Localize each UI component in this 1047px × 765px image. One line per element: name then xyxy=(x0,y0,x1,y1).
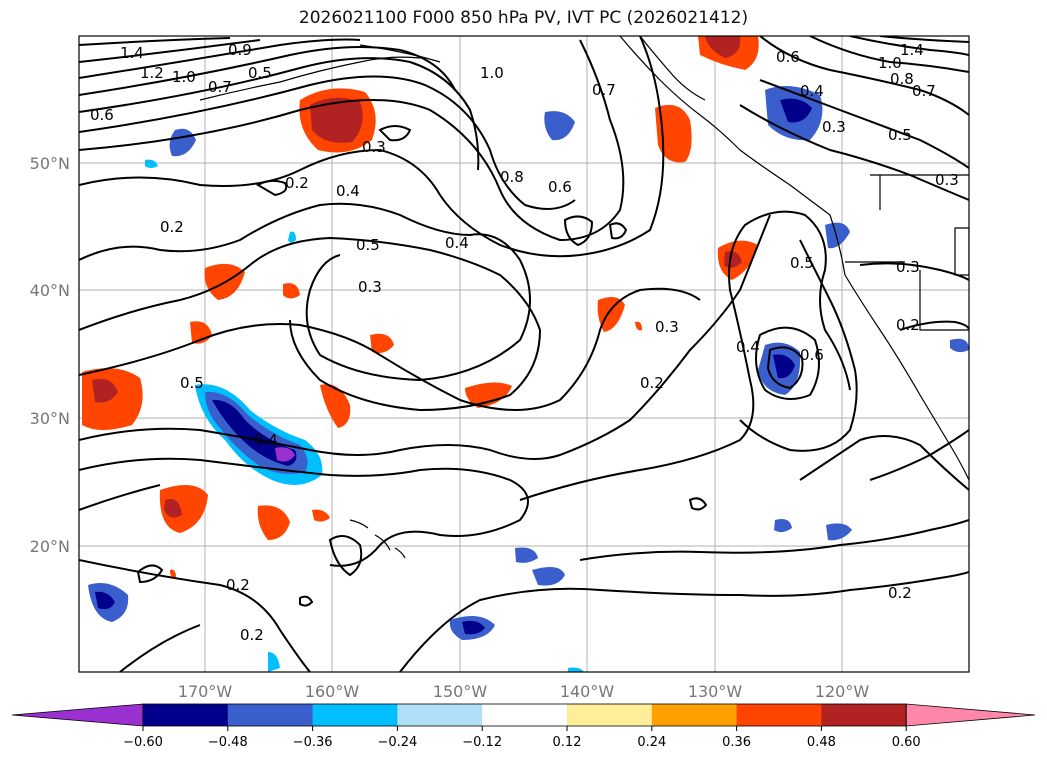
colorbar-border xyxy=(142,703,907,727)
colorbar-tick-label: −0.12 xyxy=(462,735,502,750)
contour-label: 1.2 xyxy=(140,64,164,82)
contour-label: 0.5 xyxy=(248,64,272,82)
contour-label: 0.4 xyxy=(736,338,760,356)
contour-label: 0.3 xyxy=(358,278,382,296)
contour-label: 0.4 xyxy=(445,234,469,252)
contour-label: 0.2 xyxy=(160,218,184,236)
longitude-labels: 170°W 160°W 150°W 140°W 130°W 120°W xyxy=(178,682,870,701)
contour-label: 0.6 xyxy=(90,106,114,124)
contour-label: 0.2 xyxy=(285,174,309,192)
lat-label: 50°N xyxy=(30,154,70,173)
colorbar-segment xyxy=(567,704,653,726)
lon-label: 160°W xyxy=(305,682,360,701)
colorbar-segment xyxy=(821,704,907,726)
contour-label: 0.5 xyxy=(356,236,380,254)
positive-anomaly-fills xyxy=(82,36,759,579)
colorbar-tick-label: −0.24 xyxy=(377,735,417,750)
map-border xyxy=(78,35,970,673)
colorbar-segment xyxy=(397,704,483,726)
contour-label: 0.6 xyxy=(548,178,572,196)
contour-label: 0.2 xyxy=(226,576,250,594)
colorbar-extend-high xyxy=(905,703,1036,727)
colorbar-tick-label: −0.60 xyxy=(123,735,163,750)
contour-label: 0.8 xyxy=(500,168,524,186)
contour-label: 0.5 xyxy=(180,374,204,392)
contour-label: 1.4 xyxy=(900,41,924,59)
colorbar-segment xyxy=(482,704,568,726)
contour-label: 1.0 xyxy=(480,64,504,82)
colorbar-tick-label: −0.36 xyxy=(293,735,333,750)
lon-label: 170°W xyxy=(178,682,233,701)
contour-label: 0.6 xyxy=(800,346,824,364)
contour-label: 0.3 xyxy=(896,258,920,276)
colorbar-tick-label: 0.60 xyxy=(892,735,921,750)
contour-label: 0.5 xyxy=(888,126,912,144)
map-panel xyxy=(79,36,969,672)
colorbar-tick-label: −0.48 xyxy=(208,735,248,750)
contour-label: 0.3 xyxy=(362,138,386,156)
colorbar-segment xyxy=(312,704,398,726)
contour-label-group: 1.4 1.2 1.0 0.9 0.7 0.5 0.6 0.3 0.2 0.4 … xyxy=(90,41,959,644)
contour-label: 0.4 xyxy=(800,82,824,100)
colorbar-extend-low xyxy=(11,703,144,727)
colorbar-tick-label: 0.48 xyxy=(807,735,836,750)
colorbar-segment xyxy=(651,704,738,726)
contour-label: 0.3 xyxy=(822,118,846,136)
coastlines xyxy=(199,36,969,559)
colorbar-segment xyxy=(227,704,314,726)
contour-label: 0.7 xyxy=(208,78,232,96)
contour-label: 0.7 xyxy=(592,81,616,99)
contour-label: 0.7 xyxy=(912,82,936,100)
contour-label: 0.9 xyxy=(228,41,252,59)
latitude-labels: 50°N 40°N 30°N 20°N xyxy=(30,154,70,556)
contour-lines xyxy=(79,36,969,672)
colorbar-tick-label: 0.36 xyxy=(722,735,751,750)
contour-label: 1.0 xyxy=(878,54,902,72)
contour-label: 0.2 xyxy=(888,584,912,602)
contour-label: 0.2 xyxy=(640,374,664,392)
lon-label: 150°W xyxy=(433,682,488,701)
contour-label: 0.5 xyxy=(790,254,814,272)
contour-label: 0.3 xyxy=(935,171,959,189)
lat-label: 30°N xyxy=(30,409,70,428)
lon-label: 130°W xyxy=(688,682,743,701)
contour-label: 0.8 xyxy=(890,70,914,88)
contour-label: 0.4 xyxy=(336,182,360,200)
contour-label: 0.6 xyxy=(776,48,800,66)
contour-label: 0.2 xyxy=(896,316,920,334)
colorbar-segment xyxy=(143,704,229,726)
contour-label: 0.3 xyxy=(655,318,679,336)
contour-label: 1.0 xyxy=(172,68,196,86)
contour-label: 1.4 xyxy=(120,44,144,62)
colorbar-segment xyxy=(736,704,822,726)
contour-label: 0.2 xyxy=(240,626,264,644)
colorbar-tick-label: 0.24 xyxy=(637,735,666,750)
lat-label: 20°N xyxy=(30,537,70,556)
lon-label: 120°W xyxy=(815,682,870,701)
negative-anomaly-fills xyxy=(88,86,969,672)
gridlines xyxy=(79,36,969,672)
lat-label: 40°N xyxy=(30,281,70,300)
map-title: 2026021100 F000 850 hPa PV, IVT PC (2026… xyxy=(298,8,749,28)
colorbar: −0.60 −0.48 −0.36 −0.24 −0.12 0.12 0.24 0.36 0.4… xyxy=(11,703,1036,750)
contour-label: 0.4 xyxy=(254,431,278,449)
lon-label: 140°W xyxy=(560,682,615,701)
colorbar-tick-label: 0.12 xyxy=(553,735,582,750)
